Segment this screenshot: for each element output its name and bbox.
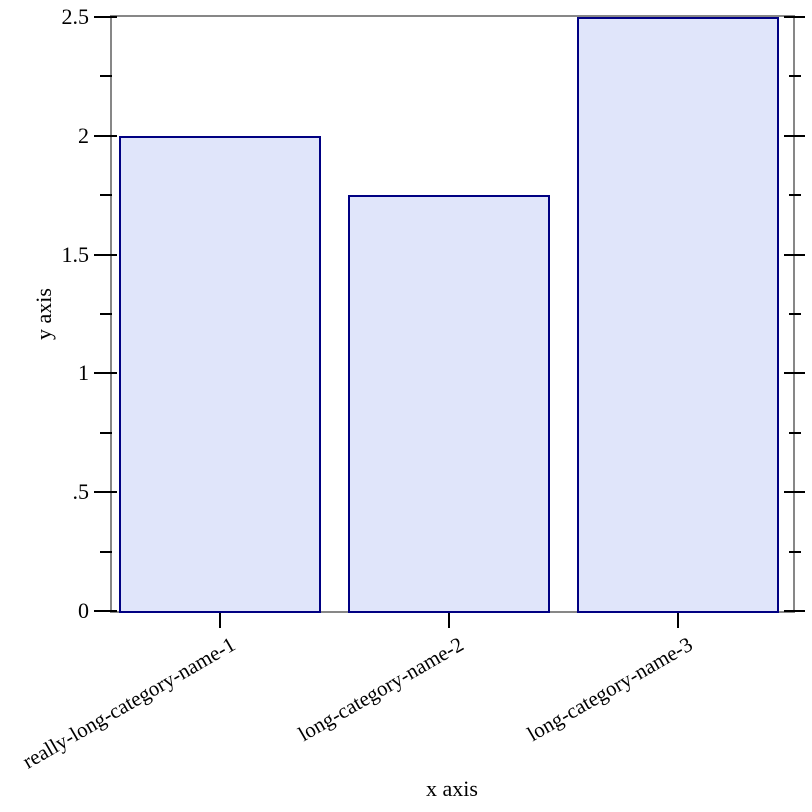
x-category-label: long-category-name-2: [294, 632, 468, 747]
y-tick-label: 2: [78, 123, 89, 148]
bar: [348, 195, 550, 613]
x-category-tick: [677, 613, 679, 628]
x-category-label: really-long-category-name-1: [17, 632, 240, 774]
y-minor-tick-left: [100, 313, 112, 315]
y-minor-tick-right: [789, 313, 801, 315]
y-minor-tick-right: [789, 551, 801, 553]
y-minor-tick-left: [100, 194, 112, 196]
y-major-tick-left: [94, 491, 117, 493]
x-axis-title: x axis: [426, 776, 478, 801]
x-category-tick: [219, 613, 221, 628]
y-major-tick-right: [784, 372, 805, 374]
y-minor-tick-left: [100, 75, 112, 77]
x-category-tick: [448, 613, 450, 628]
y-major-tick-left: [94, 372, 117, 374]
y-major-tick-right: [784, 491, 805, 493]
y-minor-tick-left: [100, 432, 112, 434]
y-minor-tick-right: [789, 432, 801, 434]
y-major-tick-right: [784, 610, 805, 612]
y-major-tick-left: [94, 16, 117, 18]
y-major-tick-right: [784, 135, 805, 137]
y-minor-tick-right: [789, 194, 801, 196]
y-tick-label: 1.5: [61, 242, 90, 267]
y-axis-title: y axis: [31, 288, 56, 340]
y-minor-tick-left: [100, 551, 112, 553]
y-minor-tick-right: [789, 75, 801, 77]
x-category-label: long-category-name-3: [523, 632, 697, 747]
y-major-tick-right: [784, 254, 805, 256]
y-tick-label: 2.5: [61, 4, 90, 29]
y-tick-label: 0: [78, 598, 89, 623]
y-major-tick-left: [94, 135, 117, 137]
y-tick-label: 1: [78, 360, 89, 385]
y-major-tick-left: [94, 254, 117, 256]
y-major-tick-right: [784, 16, 805, 18]
bar: [119, 136, 321, 613]
bar: [577, 17, 779, 613]
y-major-tick-left: [94, 610, 117, 612]
y-tick-label: .5: [72, 479, 90, 504]
